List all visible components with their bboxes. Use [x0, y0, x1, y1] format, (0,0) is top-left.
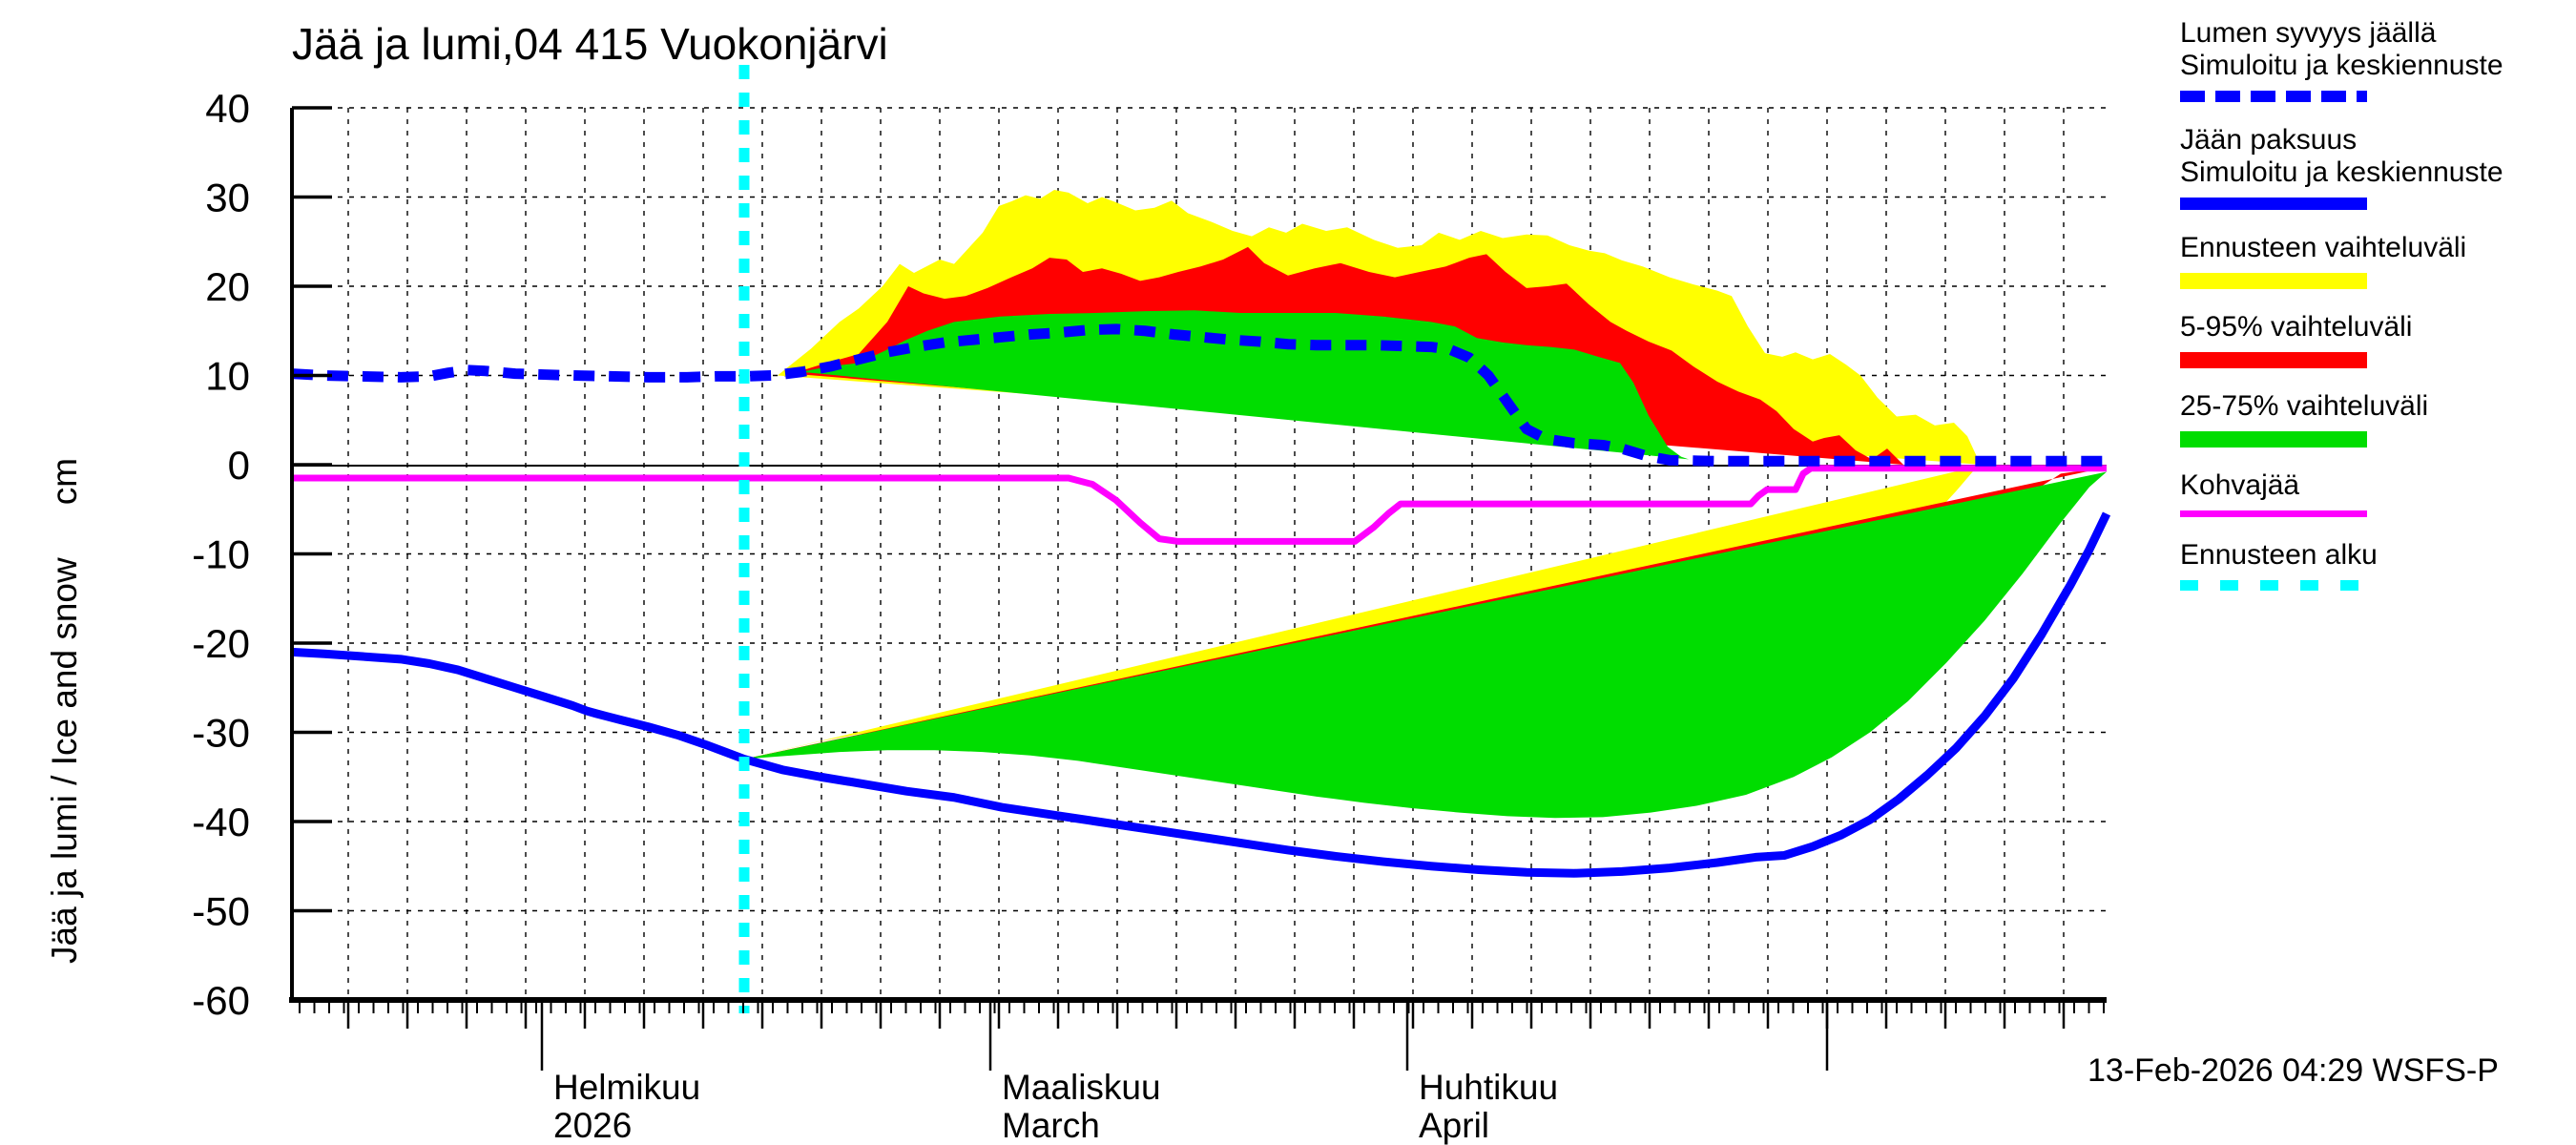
legend-item-forecast-range: Ennusteen vaihteluväli: [2180, 232, 2562, 289]
line-ice-thickness-sim-and-median: [291, 511, 2111, 878]
y-tick-label: 10: [205, 354, 250, 399]
y-tick-label: -50: [192, 889, 250, 934]
month-sublabel: April: [1419, 1106, 1489, 1145]
y-tick-label: 30: [205, 176, 250, 220]
y-tick-label: -40: [192, 800, 250, 844]
legend-swatch-sparse: [2180, 580, 2367, 591]
legend-label: Jään paksuus: [2180, 124, 2358, 156]
month-label: Helmikuu: [553, 1068, 700, 1107]
legend-label: Ennusteen alku: [2180, 539, 2378, 571]
y-tick-label: 0: [228, 443, 250, 488]
y-tick-label: 20: [205, 264, 250, 309]
legend-item-snow-depth: Lumen syvyys jäällä Simuloitu ja keskienn…: [2180, 17, 2562, 102]
band-snow-25-75: [801, 310, 1689, 460]
y-tick-label: -10: [192, 532, 250, 577]
legend-item-range-5-95: 5-95% vaihteluväli: [2180, 311, 2562, 368]
legend-swatch-solid: [2180, 431, 2367, 448]
month-label: Huhtikuu: [1419, 1068, 1558, 1107]
month-label: Maaliskuu: [1002, 1068, 1161, 1107]
legend-swatch-solid: [2180, 273, 2367, 289]
chart-title: Jää ja lumi,04 415 Vuokonjärvi: [292, 19, 888, 69]
month-sublabel: 2026: [553, 1106, 632, 1145]
line-snow-depth-sim-and-median: [291, 323, 2107, 467]
legend-swatch-solid: [2180, 510, 2367, 517]
legend-item-frazil-ice: Kohvajää: [2180, 469, 2562, 517]
y-axis-label: Jää ja lumi / Ice and snowcm: [45, 458, 84, 964]
y-tick-label: -60: [192, 978, 250, 1023]
timestamp: 13-Feb-2026 04:29 WSFS-P: [2088, 1052, 2499, 1089]
month-sublabel: March: [1002, 1106, 1100, 1145]
legend-label: Lumen syvyys jäällä: [2180, 17, 2437, 49]
legend-swatch-dashed: [2180, 91, 2367, 102]
y-tick-label: -30: [192, 711, 250, 756]
legend-label: Simuloitu ja keskiennuste: [2180, 156, 2503, 188]
legend-label: Simuloitu ja keskiennuste: [2180, 50, 2503, 81]
legend-label: 25-75% vaihteluväli: [2180, 390, 2429, 422]
legend-item-range-25-75: 25-75% vaihteluväli: [2180, 390, 2562, 448]
band-ice-forecast-range: [744, 465, 1984, 760]
legend-label: Kohvajää: [2180, 469, 2300, 501]
legend-label: Ennusteen vaihteluväli: [2180, 232, 2467, 263]
legend-item-ice-thickness: Jään paksuus Simuloitu ja keskiennuste: [2180, 124, 2562, 210]
legend: Lumen syvyys jäällä Simuloitu ja keskienn…: [2180, 17, 2562, 613]
legend-item-forecast-start: Ennusteen alku: [2180, 539, 2562, 591]
legend-swatch-solid: [2180, 352, 2367, 368]
band-ice-25-75: [744, 471, 2107, 819]
band-ice-5-95: [744, 467, 2107, 760]
y-tick-label: 40: [205, 86, 250, 131]
y-tick-label: -20: [192, 621, 250, 666]
line-frazil-ice-kohvajaa: [292, 465, 2107, 545]
legend-swatch-solid: [2180, 198, 2367, 210]
legend-label: 5-95% vaihteluväli: [2180, 311, 2413, 343]
